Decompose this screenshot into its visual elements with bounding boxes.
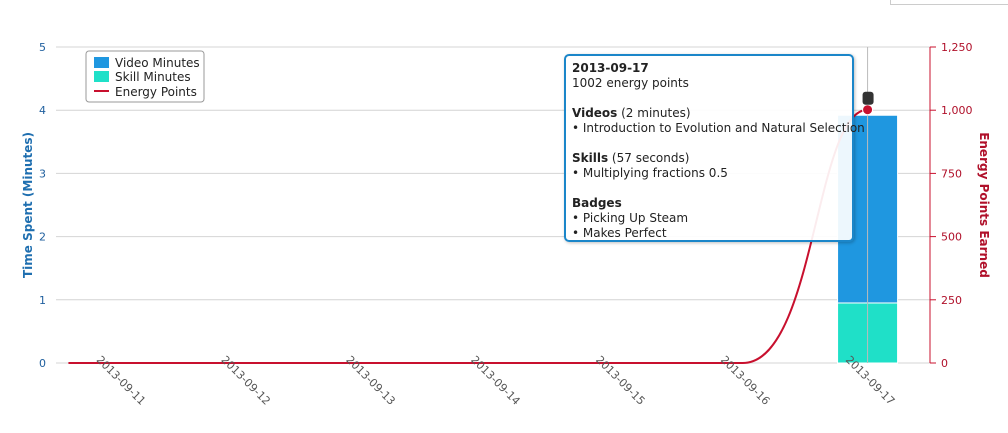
y-tick-label-left: 2 <box>39 231 46 244</box>
y-tick-label-right: 750 <box>941 167 962 180</box>
y-axis-left-ticks: 0 1 2 3 4 5 <box>39 41 46 370</box>
x-tick-label: 2013-09-15 <box>593 353 647 407</box>
y-axis-right-ticks: 0 250 500 750 1,000 1,250 <box>929 41 973 370</box>
y-tick-label-left: 0 <box>39 357 46 370</box>
y-tick-label-left: 5 <box>39 41 46 54</box>
energy-point[interactable] <box>862 104 874 116</box>
tooltip-date: 2013-09-17 <box>572 61 649 75</box>
legend: Video Minutes Skill Minutes Energy Point… <box>85 50 205 103</box>
legend-swatch-video <box>94 57 109 68</box>
y-axis-right-title: Energy Points Earned <box>977 132 991 278</box>
x-tick-label: 2013-09-14 <box>468 353 522 407</box>
gridlines <box>56 46 930 364</box>
x-tick-label: 2013-09-13 <box>343 353 397 407</box>
legend-label-skill[interactable]: Skill Minutes <box>115 70 191 84</box>
tooltip-videos-detail: (2 minutes) <box>617 106 691 120</box>
legend-label-energy[interactable]: Energy Points <box>115 85 197 99</box>
x-tick-label: 2013-09-12 <box>219 353 273 407</box>
y-tick-label-left: 1 <box>39 294 46 307</box>
badge-marker-icon <box>862 91 874 105</box>
legend-box <box>85 50 205 103</box>
y-tick-label-right: 250 <box>941 294 962 307</box>
y-tick-label-right: 0 <box>941 357 948 370</box>
energy-points-marker[interactable] <box>862 91 874 116</box>
tooltip-skill-item: • Multiplying fractions 0.5 <box>572 166 728 180</box>
y-axis-left-title: Time Spent (Minutes) <box>21 132 35 278</box>
tooltip-badge-item: • Picking Up Steam <box>572 211 689 225</box>
tooltip-videos-label: Videos <box>572 106 618 120</box>
y-tick-label-left: 3 <box>39 167 46 180</box>
x-axis-ticks: 2013-09-11 2013-09-12 2013-09-13 2013-09-14… <box>94 353 898 407</box>
legend-swatch-skill <box>94 71 109 82</box>
y-tick-label-right: 500 <box>941 231 962 244</box>
x-tick-label: 2013-09-16 <box>718 353 772 407</box>
tooltip-badges-label: Badges <box>572 196 622 210</box>
corner-frame <box>890 0 1008 5</box>
tooltip: 2013-09-17 1002 energy points Videos (2 … <box>564 54 865 242</box>
tooltip-video-item: • Introduction to Evolution and Natural … <box>572 121 865 135</box>
tooltip-skills-label: Skills <box>572 151 609 165</box>
legend-label-video[interactable]: Video Minutes <box>115 56 200 70</box>
tooltip-skills-detail: (57 seconds) <box>608 151 690 165</box>
y-tick-label-right: 1,250 <box>941 41 973 54</box>
x-tick-label: 2013-09-11 <box>94 353 148 407</box>
tooltip-badge-item: • Makes Perfect <box>572 226 667 240</box>
y-tick-label-left: 4 <box>39 104 46 117</box>
tooltip-energy: 1002 energy points <box>572 76 689 90</box>
y-tick-label-right: 1,000 <box>941 104 973 117</box>
